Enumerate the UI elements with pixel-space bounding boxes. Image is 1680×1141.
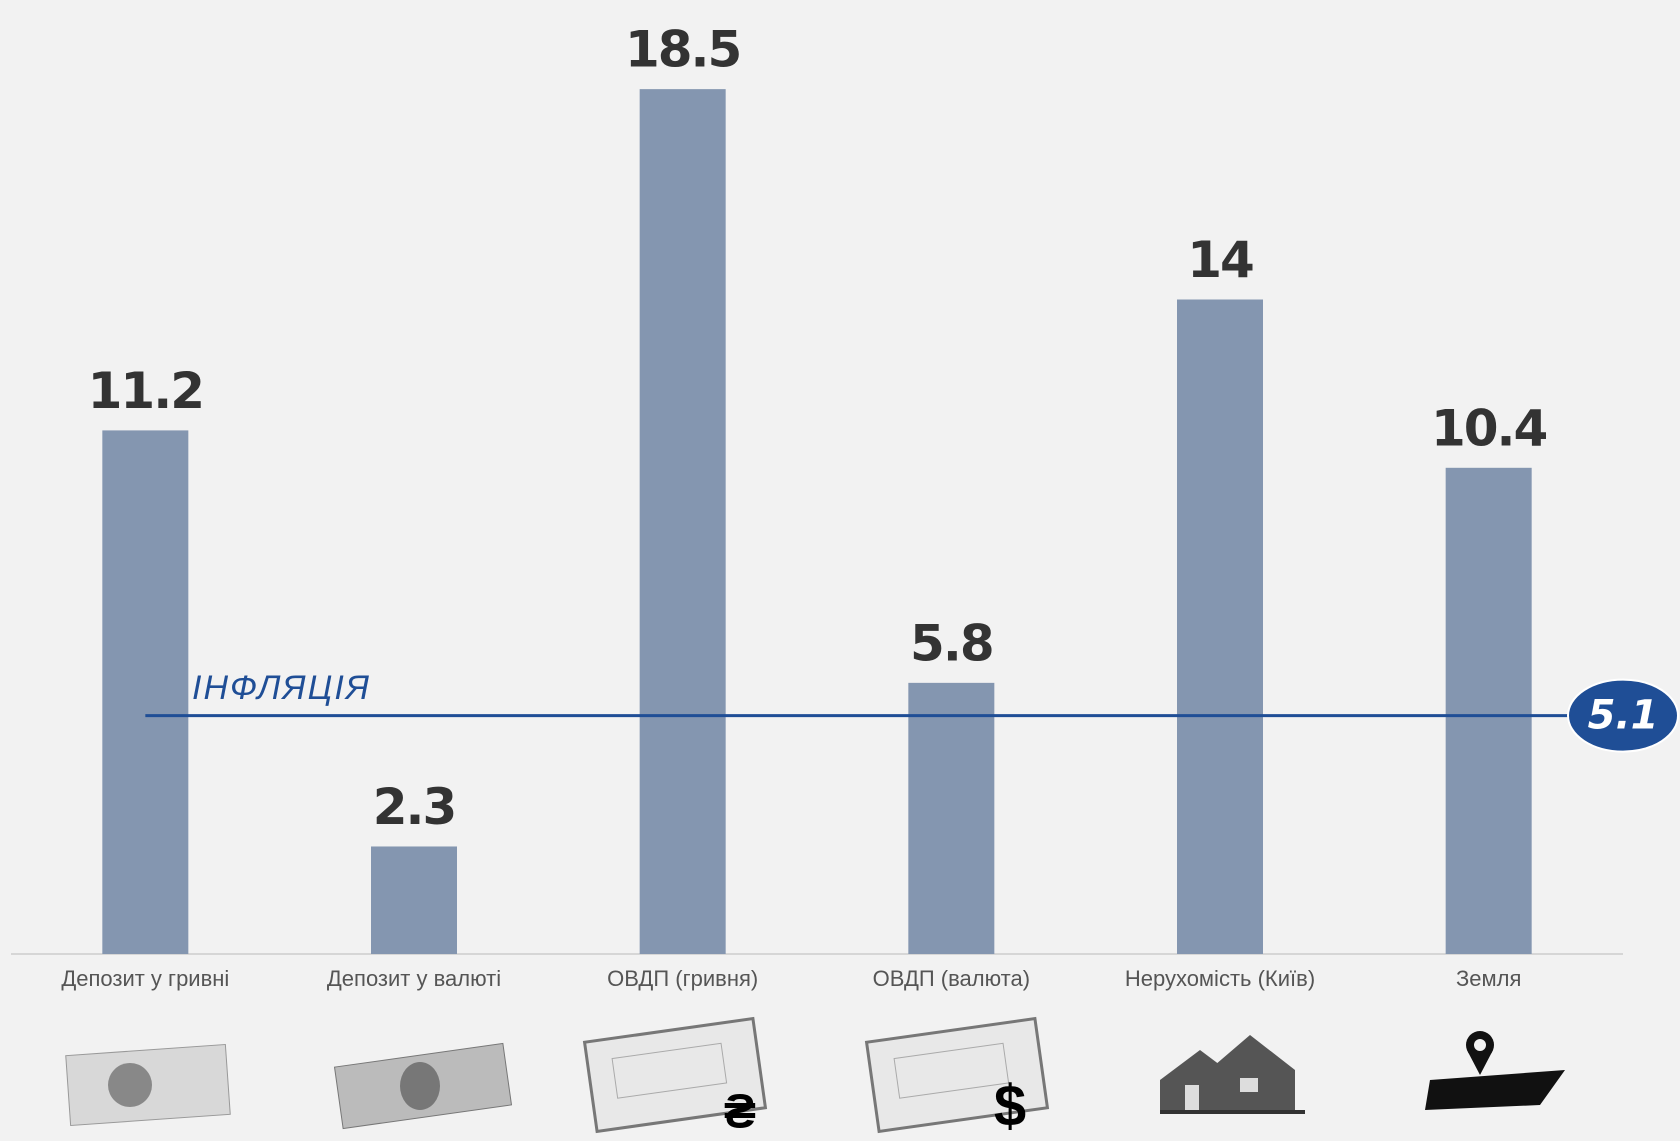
value-label: 10.4 — [1431, 399, 1547, 457]
bar — [908, 683, 994, 954]
bar — [640, 89, 726, 954]
x-tick-label: Депозит у валюті — [327, 966, 501, 991]
value-label: 2.3 — [373, 778, 456, 836]
icon-hryvnia-banknote — [66, 1045, 230, 1126]
x-tick-label: ОВДП (гривня) — [607, 966, 758, 991]
bar — [1446, 468, 1532, 954]
bar — [102, 430, 188, 954]
x-tick-label: Земля — [1456, 966, 1521, 991]
reference-label: ІНФЛЯЦІЯ — [192, 669, 371, 707]
value-label: 14 — [1187, 231, 1253, 289]
value-label: 18.5 — [625, 21, 740, 79]
bar — [1177, 300, 1263, 955]
x-tick-label: Депозит у гривні — [61, 966, 229, 991]
x-tick-label: Нерухомість (Київ) — [1125, 966, 1315, 991]
bar — [371, 846, 457, 954]
chart: ₴ $ ІНФЛЯЦІЯ Депозит у гривні 11.2 Депозит… — [0, 0, 1680, 1141]
x-tick-label: ОВДП (валюта) — [873, 966, 1030, 991]
svg-text:₴: ₴ — [724, 1086, 756, 1139]
value-label: 5.8 — [910, 614, 993, 672]
background — [0, 0, 1680, 1141]
svg-text:$: $ — [994, 1073, 1026, 1138]
value-label: 11.2 — [88, 362, 203, 420]
reference-value: 5.1 — [1588, 693, 1659, 739]
